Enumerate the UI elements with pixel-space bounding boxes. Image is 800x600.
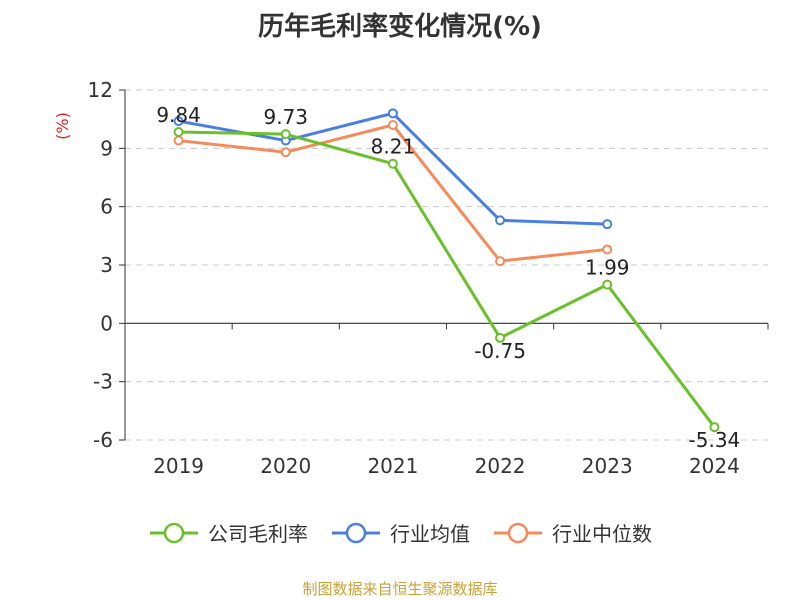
legend-item[interactable]: 行业中位数 (492, 518, 652, 547)
series-line (178, 130, 716, 429)
legend: 公司毛利率 行业均值 行业中位数 (0, 518, 800, 547)
x-tick-label: 2022 (475, 454, 526, 478)
y-tick-label: -6 (93, 428, 113, 452)
data-point (495, 332, 506, 343)
chart-title: 历年毛利率变化情况(%) (258, 12, 542, 42)
data-point (602, 279, 613, 290)
y-tick-label: 0 (100, 311, 113, 335)
legend-swatch-icon (494, 522, 542, 543)
data-point (387, 158, 398, 169)
y-tick-label: 6 (100, 195, 113, 219)
x-tick-label: 2024 (689, 454, 740, 478)
data-label: -5.34 (689, 428, 741, 452)
x-tick-label: 2019 (153, 454, 204, 478)
x-tick-label: 2021 (367, 454, 418, 478)
data-label: 9.84 (156, 103, 201, 127)
y-tick-label: 12 (88, 78, 113, 102)
source-note: 制图数据来自恒生聚源数据库 (302, 580, 498, 598)
data-point (173, 135, 184, 146)
data-point (602, 244, 613, 255)
data-labels: 9.84 9.73 8.21 -0.75 1.99 -5.34 (156, 103, 740, 452)
legend-swatch-icon (150, 522, 198, 543)
legend-label: 公司毛利率 (208, 522, 308, 546)
data-point (709, 422, 720, 433)
data-point (280, 147, 291, 158)
legend-label: 行业中位数 (552, 522, 652, 546)
y-axis-unit-label: (%) (53, 112, 72, 140)
data-point (495, 215, 506, 226)
legend-item[interactable]: 行业均值 (330, 518, 470, 547)
y-tick-label: 3 (100, 253, 113, 277)
axes: 12 9 6 3 0 -3 -6 2019 2020 2021 2022 2023 2024 (88, 78, 769, 478)
data-label: 1.99 (585, 256, 630, 280)
data-point (173, 127, 184, 137)
legend-item[interactable]: 公司毛利率 (148, 518, 308, 547)
x-tick-label: 2023 (582, 454, 633, 478)
data-label: 8.21 (371, 135, 416, 159)
data-label: -0.75 (474, 339, 526, 363)
y-tick-label: -3 (93, 370, 113, 394)
data-label: 9.73 (263, 105, 308, 129)
x-tick-label: 2020 (260, 454, 311, 478)
data-point (280, 129, 291, 140)
grid-lines (125, 89, 768, 441)
y-tick-label: 9 (100, 136, 113, 160)
legend-swatch-icon (332, 522, 380, 543)
data-point (495, 256, 506, 267)
data-point (387, 108, 398, 119)
legend-label: 行业均值 (390, 522, 470, 546)
data-point (173, 116, 184, 127)
data-point (602, 219, 613, 230)
data-point (387, 120, 398, 130)
series-lines (173, 108, 720, 433)
